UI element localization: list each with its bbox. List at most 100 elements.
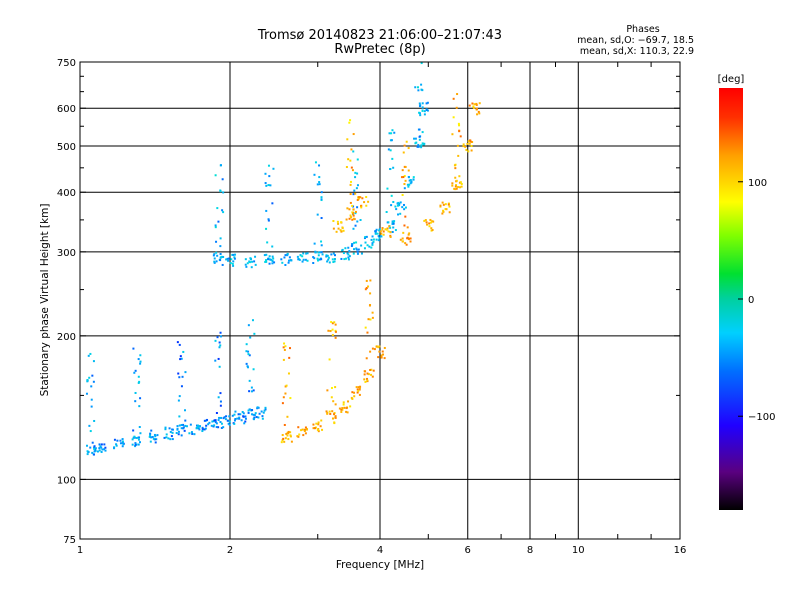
data-point [299,254,302,257]
data-point [264,406,267,409]
data-point [454,167,457,170]
data-point [178,424,181,427]
data-point [444,203,447,206]
data-point [185,425,188,428]
chart-subtitle: RwPretec (8p) [334,42,425,57]
data-point [354,212,357,215]
data-point [139,360,142,363]
data-point [139,432,142,435]
data-point [234,417,237,420]
data-point [371,242,374,245]
data-point [287,372,290,375]
data-point [252,389,255,392]
data-point [358,386,361,389]
data-point [93,419,96,422]
data-point [233,256,236,259]
data-point [93,445,96,448]
data-point [467,140,470,143]
data-point [320,196,323,199]
data-point [407,233,410,236]
data-point [264,260,267,263]
data-point [201,426,204,429]
data-point [305,252,308,255]
data-point [352,150,355,153]
data-point [92,380,95,383]
data-point [454,176,457,179]
data-point [90,405,93,408]
data-point [352,252,355,255]
data-point [364,288,367,291]
data-point [418,105,421,108]
data-point [251,413,254,416]
data-point [391,222,394,225]
data-point [218,416,221,419]
data-point [113,438,116,441]
data-point [342,403,345,406]
y-tick-label: 300 [57,248,76,259]
data-point [389,235,392,238]
data-point [360,204,363,207]
data-point [219,335,222,338]
data-point [333,258,336,261]
data-point [367,200,370,203]
data-point [457,122,460,125]
data-point [137,358,140,361]
data-point [207,423,210,426]
data-point [455,184,458,187]
data-point [405,140,408,143]
data-point [269,258,272,261]
data-point [334,403,337,406]
data-point [318,251,321,254]
data-point [349,183,352,186]
data-point [218,341,221,344]
data-point [326,254,329,257]
data-point [267,218,270,221]
data-point [316,257,319,260]
data-point [407,185,410,188]
data-point [249,336,252,339]
data-point [403,187,406,190]
data-point [380,232,383,235]
data-point [121,441,124,444]
data-point [394,229,397,232]
colorbar: [deg] −100 0 100 [718,74,775,510]
data-point [178,415,181,418]
data-point [364,380,367,383]
data-point [346,252,349,255]
data-point [232,264,235,267]
data-point [356,206,359,209]
data-point [213,419,216,422]
data-point [349,214,352,217]
data-point [265,184,268,187]
data-point [365,204,368,207]
data-point [320,244,323,247]
data-point [153,433,156,436]
data-point [281,434,284,437]
data-point [236,417,239,420]
data-point [222,211,225,214]
data-point [354,210,357,213]
data-point [353,391,356,394]
data-point [264,408,267,411]
data-point [248,379,251,382]
data-point [121,445,124,448]
data-point [416,145,419,148]
data-point [369,292,372,295]
data-point [245,362,248,365]
data-point [219,252,222,255]
data-point [87,354,90,357]
data-point [352,227,355,230]
data-point [455,179,458,182]
data-point [255,415,258,418]
data-point [301,255,304,258]
data-point [408,179,411,182]
data-point [287,438,290,441]
data-point [356,198,359,201]
data-point [89,430,92,433]
data-point [414,137,417,140]
data-point [249,257,252,260]
data-point [365,357,368,360]
data-point [221,263,224,266]
data-point [155,438,158,441]
data-point [425,102,428,105]
